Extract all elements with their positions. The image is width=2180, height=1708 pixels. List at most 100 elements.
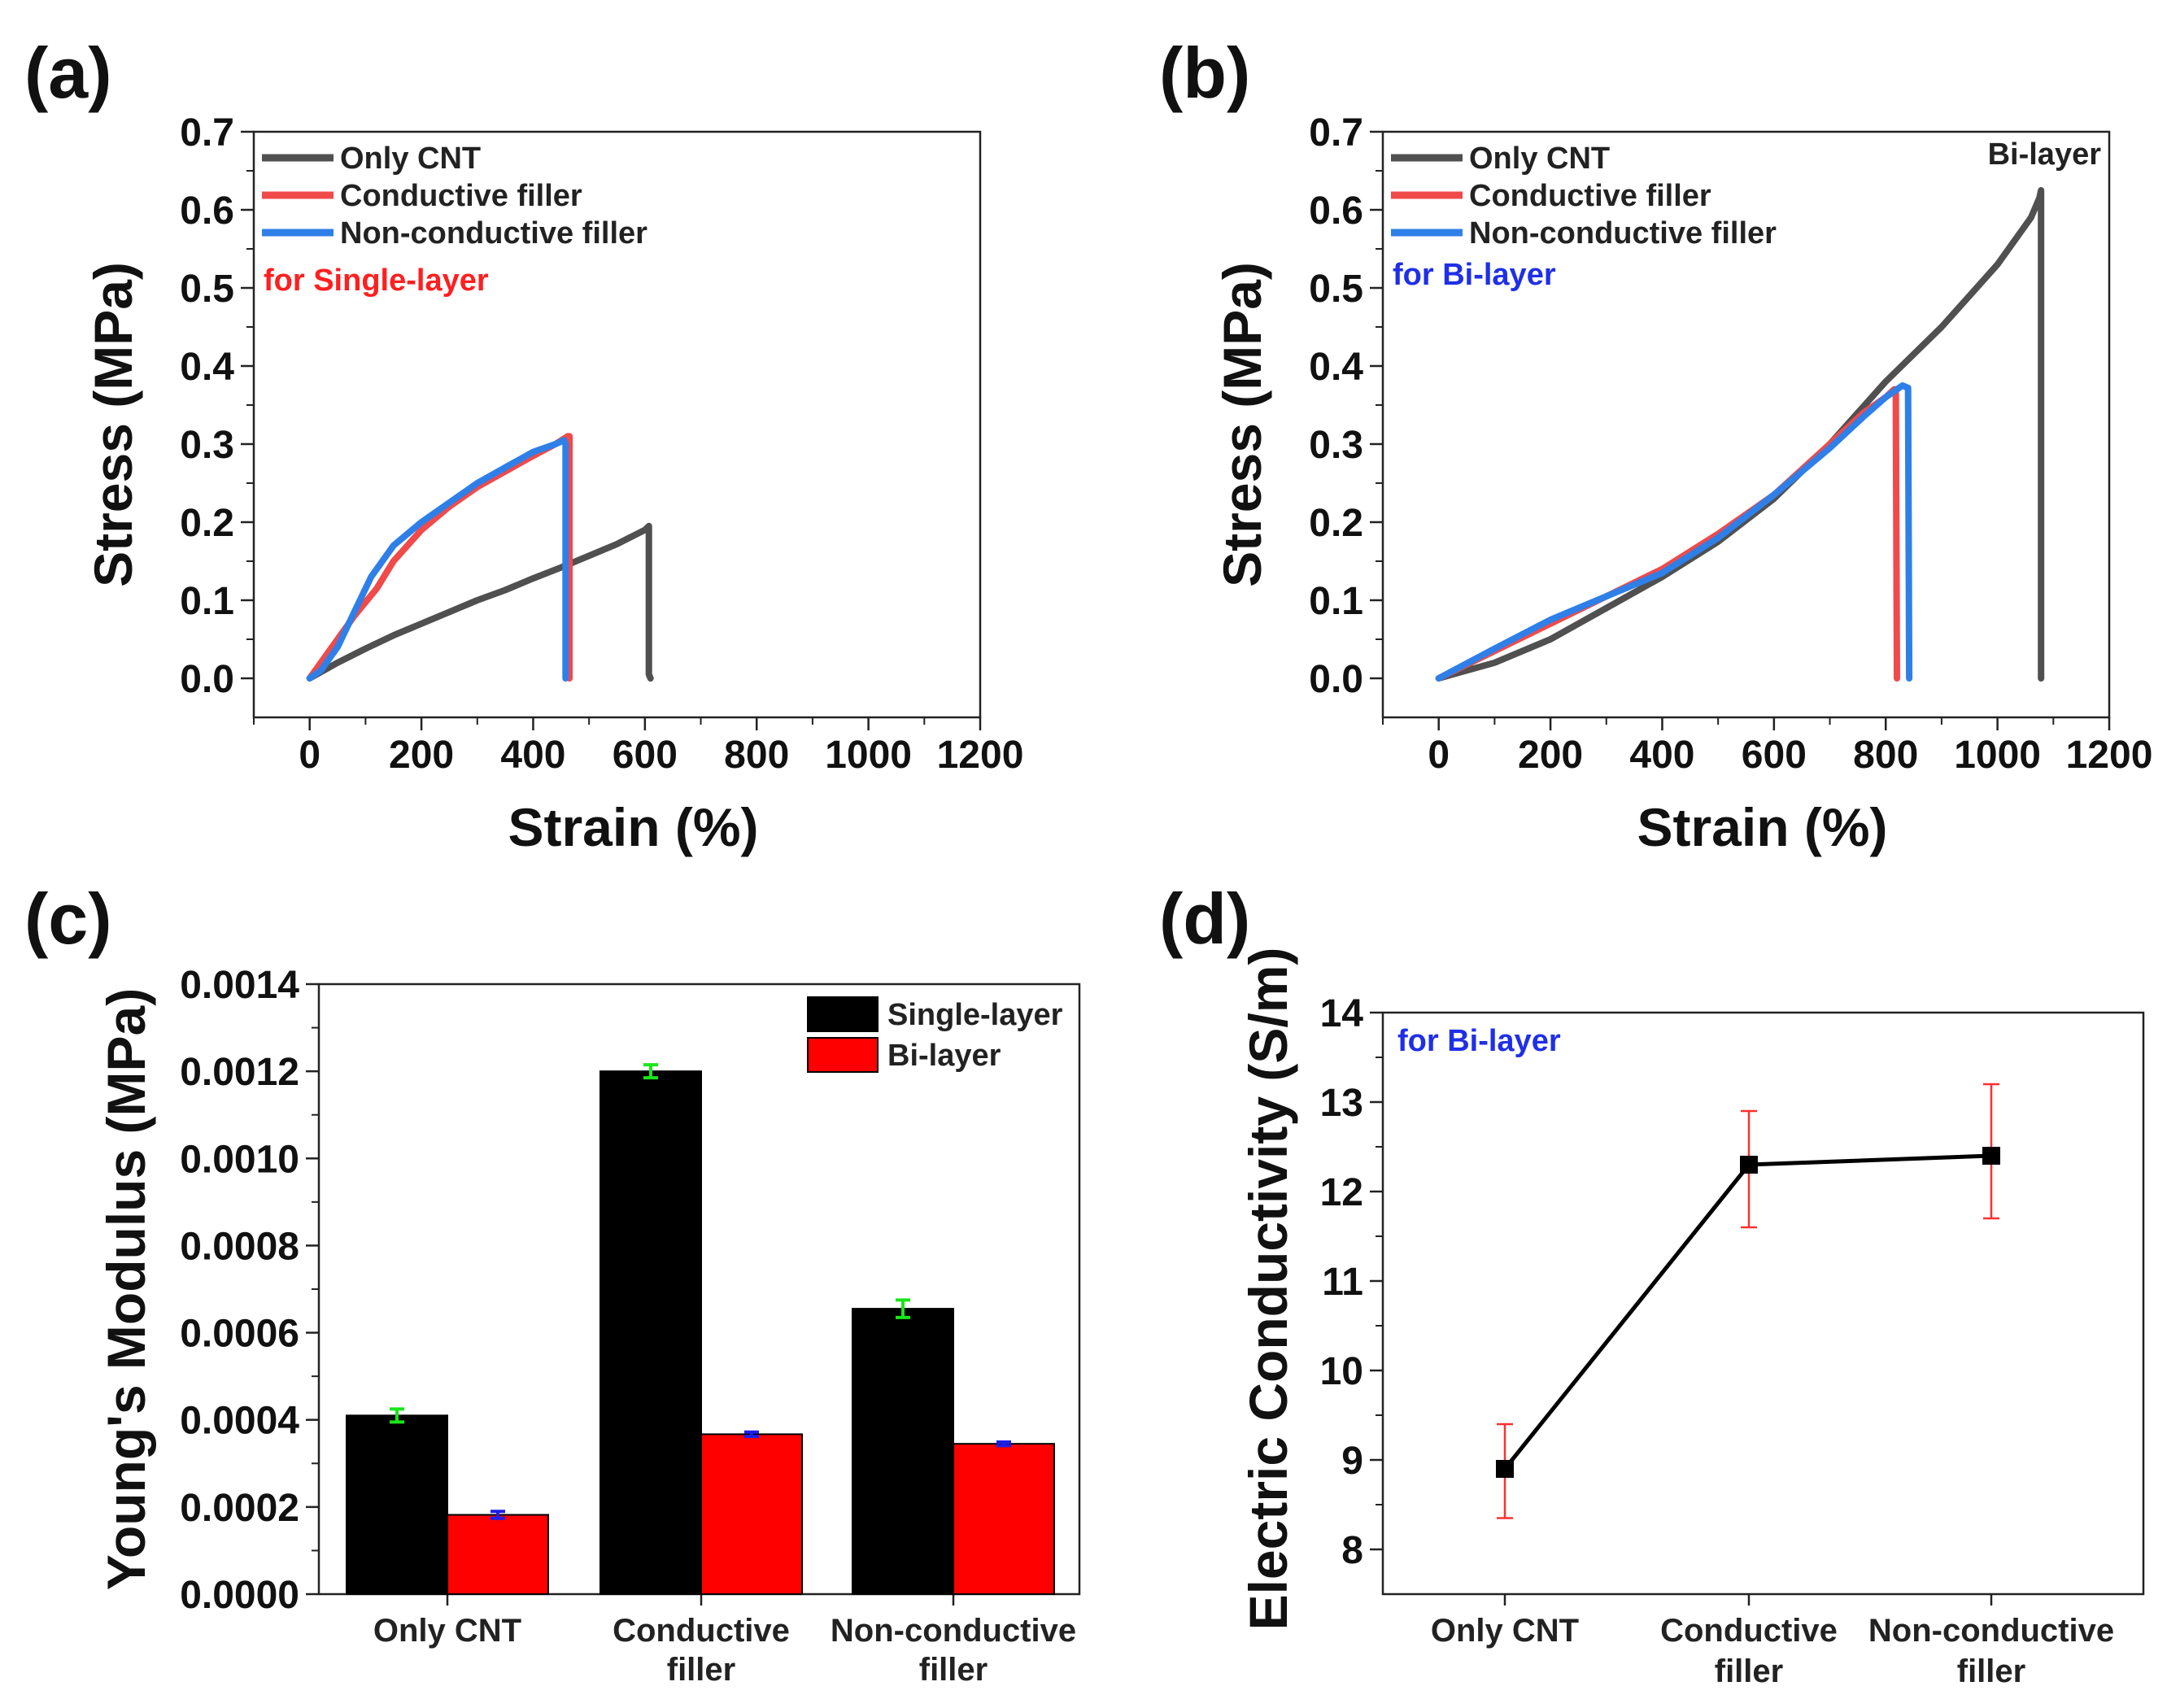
data-point [1740, 1156, 1758, 1174]
y-tick-label: 14 [1320, 992, 1364, 1035]
y-tick-label: 0.3 [180, 424, 234, 467]
category-label: filler [919, 1652, 988, 1688]
series-line-non-conductive-filler [1435, 382, 1913, 682]
y-tick-label: 0.2 [1309, 502, 1363, 545]
legend-label: Only CNT [1469, 142, 1610, 176]
y-tick-label: 0.7 [180, 111, 234, 155]
y-tick-label: 0.0000 [180, 1574, 299, 1617]
legend-label: Conductive filler [1469, 179, 1711, 213]
y-tick-label: 8 [1341, 1529, 1363, 1572]
y-axis-title: Stress (MPa) [1212, 262, 1272, 587]
y-tick-label: 0.0012 [180, 1051, 299, 1094]
y-tick-label: 0.5 [1309, 268, 1363, 311]
legend-label: Only CNT [340, 142, 481, 176]
annotation-text: for Bi-layer [1397, 1024, 1561, 1058]
panel-label: (b) [1159, 33, 1250, 113]
y-tick-label: 0.0008 [180, 1225, 299, 1268]
legend-label: Non-conductive filler [340, 216, 647, 251]
y-tick-label: 0.1 [1309, 580, 1363, 623]
x-tick-label: 400 [1629, 734, 1694, 777]
x-tick-label: 1200 [937, 734, 1024, 777]
x-tick-label: 1000 [825, 734, 912, 777]
annotation-text: for Single-layer [264, 264, 489, 298]
legend-label: Non-conductive filler [1469, 216, 1777, 251]
y-axis-title: Young's Modulus (MPa) [96, 988, 156, 1590]
x-axis-title: Strain (%) [1637, 797, 1887, 857]
category-label: Non-conductive [1868, 1613, 2114, 1649]
category-label: Only CNT [1431, 1613, 1579, 1649]
y-tick-label: 0.2 [180, 502, 234, 545]
series-line-conductive-filler [1435, 386, 1900, 682]
panel-c: (c) 0.0000 0.0002 0.0004 0.0006 0.0008 0.0010 0… [24, 878, 1081, 1688]
series-line-conductive-filler [306, 433, 573, 682]
bar-bi-layer [700, 1433, 803, 1595]
y-tick-label: 0.6 [1309, 190, 1363, 233]
legend-swatch [807, 1037, 879, 1073]
y-tick-label: 9 [1341, 1440, 1363, 1483]
y-tick-label: 0.7 [1309, 111, 1363, 155]
b-plot-frame [1381, 130, 2111, 719]
legend-label: Single-layer [887, 998, 1063, 1032]
series-line-only-cnt [306, 522, 654, 682]
legend-label: Bi-layer [887, 1039, 1001, 1073]
bar-single-layer [346, 1414, 448, 1596]
y-tick-label: 0.4 [180, 346, 234, 389]
x-tick-label: 600 [613, 734, 678, 777]
y-tick-label: 10 [1320, 1350, 1363, 1393]
y-tick-label: 0.0002 [180, 1487, 299, 1530]
x-tick-label: 200 [1518, 734, 1583, 777]
panel-d: (d) 8 9 10 11 12 13 14 Electric Conductivity (S/… [1159, 878, 2145, 1689]
y-tick-label: 0.4 [1309, 346, 1363, 389]
y-tick-label: 11 [1322, 1261, 1363, 1304]
y-tick-label: 0.0 [1309, 658, 1363, 701]
x-tick-label: 0 [1428, 734, 1450, 777]
annotation-text: for Bi-layer [1393, 258, 1556, 292]
y-tick-label: 13 [1320, 1082, 1363, 1125]
x-tick-label: 400 [500, 734, 565, 777]
category-label: filler [1715, 1654, 1783, 1689]
x-axis-title: Strain (%) [508, 797, 758, 857]
legend-label: Conductive filler [340, 179, 582, 213]
y-tick-label: 0.0004 [180, 1400, 299, 1443]
y-tick-label: 12 [1320, 1171, 1363, 1214]
data-point [1496, 1460, 1514, 1478]
x-tick-label: 800 [1853, 734, 1918, 777]
x-tick-label: 600 [1742, 734, 1807, 777]
a-plot-frame [252, 130, 982, 719]
y-tick-label: 0.0010 [180, 1138, 299, 1181]
y-axis-title: Stress (MPa) [83, 262, 143, 587]
y-tick-label: 0.0014 [180, 964, 299, 1007]
category-label: Conductive [1660, 1613, 1838, 1649]
x-tick-label: 800 [724, 734, 789, 777]
y-tick-label: 0.0006 [180, 1313, 299, 1356]
panel-label: (c) [24, 878, 112, 959]
bar-bi-layer [953, 1443, 1055, 1596]
bar-single-layer [600, 1070, 702, 1595]
series-line-non-conductive-filler [306, 437, 569, 682]
bar-bi-layer [447, 1514, 549, 1595]
y-axis-title: Electric Conductivity (S/m) [1238, 948, 1298, 1631]
y-tick-label: 0.5 [180, 268, 234, 311]
y-tick-label: 0.0 [180, 658, 234, 701]
bar-single-layer [852, 1308, 954, 1596]
category-label: filler [1957, 1654, 2025, 1689]
corner-label: Bi-layer [1988, 137, 2102, 172]
x-tick-label: 1000 [1954, 734, 2041, 777]
y-tick-label: 0.1 [180, 580, 234, 623]
y-tick-label: 0.3 [1309, 424, 1363, 467]
panel-a: (a) 0 200 400 600 800 1000 1200 0.0 0.1 0.2 0.3 0.4 0… [24, 33, 1023, 857]
panel-label: (d) [1159, 878, 1250, 959]
data-point [1982, 1147, 2000, 1165]
legend-swatch [807, 996, 879, 1032]
panel-label: (a) [24, 33, 112, 113]
category-label: Non-conductive [831, 1613, 1076, 1649]
d-plot-frame [1381, 1011, 2145, 1596]
x-tick-label: 200 [389, 734, 454, 777]
x-tick-label: 0 [299, 734, 320, 777]
category-label: filler [667, 1652, 735, 1688]
panel-b: (b) 0 200 400 600 800 1000 1200 0.0 0.1 0.2 0.3 0.4 0… [1159, 33, 2152, 857]
y-tick-label: 0.6 [180, 190, 234, 233]
category-label: Only CNT [373, 1613, 521, 1649]
x-tick-label: 1200 [2066, 734, 2153, 777]
